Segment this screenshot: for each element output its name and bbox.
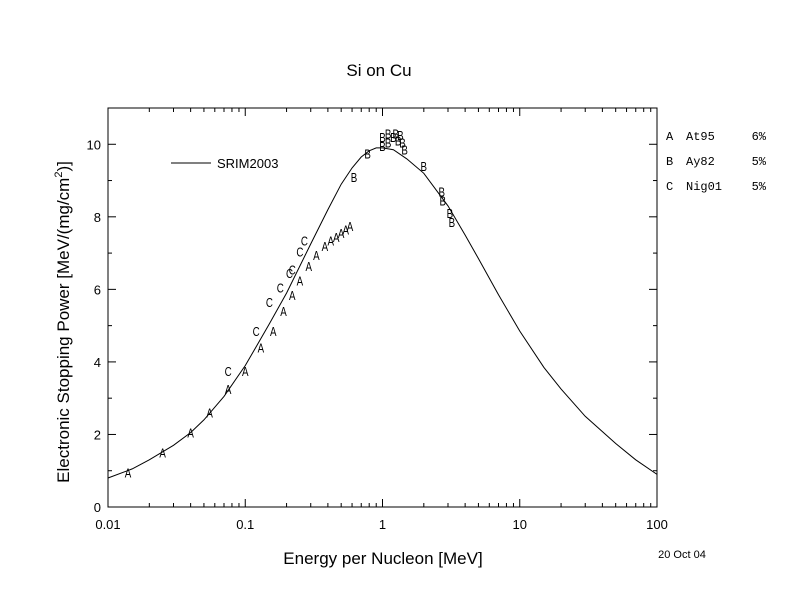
point-a: A [270,326,277,340]
point-b: B [440,195,447,209]
legend-marker-letter: C [666,180,673,194]
point-a: A [347,221,354,235]
x-axis-label: Energy per Nucleon [MeV] [283,549,482,568]
point-a: A [338,228,345,242]
point-b: B [379,132,386,146]
point-b: B [385,137,392,151]
point-a: A [258,342,265,356]
point-b: B [401,145,408,159]
point-b: B [390,132,397,146]
x-tick-label: 0.01 [95,517,120,532]
point-b: B [364,148,371,162]
point-a: A [187,427,194,441]
point-b: B [449,217,456,231]
point-a: A [225,384,232,398]
point-a: A [289,290,296,304]
point-a: A [305,261,312,275]
point-b: B [385,128,392,142]
legend-marker-letter: A [666,130,674,144]
point-b: B [397,130,404,144]
chart-title: Si on Cu [346,61,411,80]
marker-legend: A At95 6% B Ay82 5% C Nig01 5% [666,130,767,194]
y-axis-label-superscript: 2 [53,172,65,178]
point-a: A [313,250,320,264]
point-c: C [266,297,273,311]
y-axis-label: Electronic Stopping Power [MeV/(mg/cm2)] [53,161,73,483]
point-a: A [322,241,329,255]
y-axis-ticks: 0 2 4 6 8 10 [87,107,657,515]
x-tick-label: 0.1 [236,517,254,532]
point-a: A [328,235,335,249]
point-a: A [242,366,249,380]
x-tick-label: 100 [646,517,668,532]
y-tick-label: 6 [94,282,101,297]
point-a: A [343,224,350,238]
point-c: C [296,246,303,260]
point-b: B [421,161,428,175]
point-a: A [297,275,304,289]
point-b: B [379,141,386,155]
point-a: A [206,408,213,422]
y-tick-label: 0 [94,500,101,515]
point-b: B [351,172,358,186]
point-a: A [159,447,166,461]
point-b: B [399,137,406,151]
x-tick-label: 10 [513,517,527,532]
point-c: C [289,264,296,278]
srim2003-curve [107,147,658,479]
point-c: C [253,326,260,340]
y-axis-label-main: Electronic Stopping Power [MeV/(mg/cm [54,178,73,483]
point-a: A [280,306,287,320]
legend-marker-letter: B [666,155,673,169]
point-c: C [225,366,232,380]
legend-marker-percent: 5% [752,155,767,169]
y-tick-label: 2 [94,427,101,442]
legend-marker-percent: 5% [752,180,767,194]
point-a: A [333,232,340,246]
legend-marker-percent: 6% [752,130,767,144]
x-tick-label: 1 [379,517,386,532]
point-a: A [125,467,132,481]
legend-line-label: SRIM2003 [217,156,278,171]
date-label: 20 Oct 04 [658,549,706,561]
x-axis-ticks: 0.01 0.1 1 10 100 [95,108,668,532]
legend-marker-name: Nig01 [686,180,722,194]
y-tick-label: 8 [94,210,101,225]
point-b: B [447,208,454,222]
legend-marker-name: At95 [686,130,715,144]
legend-marker-name: Ay82 [686,155,715,169]
point-b: B [395,135,402,149]
y-tick-label: 4 [94,355,101,370]
point-c: C [286,268,293,282]
point-c: C [301,235,308,249]
plot-border [107,107,658,508]
point-b: B [393,128,400,142]
point-c: C [277,282,284,296]
plot-frame [107,107,658,508]
y-axis-label-end: )] [54,161,73,171]
point-b: B [438,186,445,200]
y-tick-label: 10 [87,137,101,152]
